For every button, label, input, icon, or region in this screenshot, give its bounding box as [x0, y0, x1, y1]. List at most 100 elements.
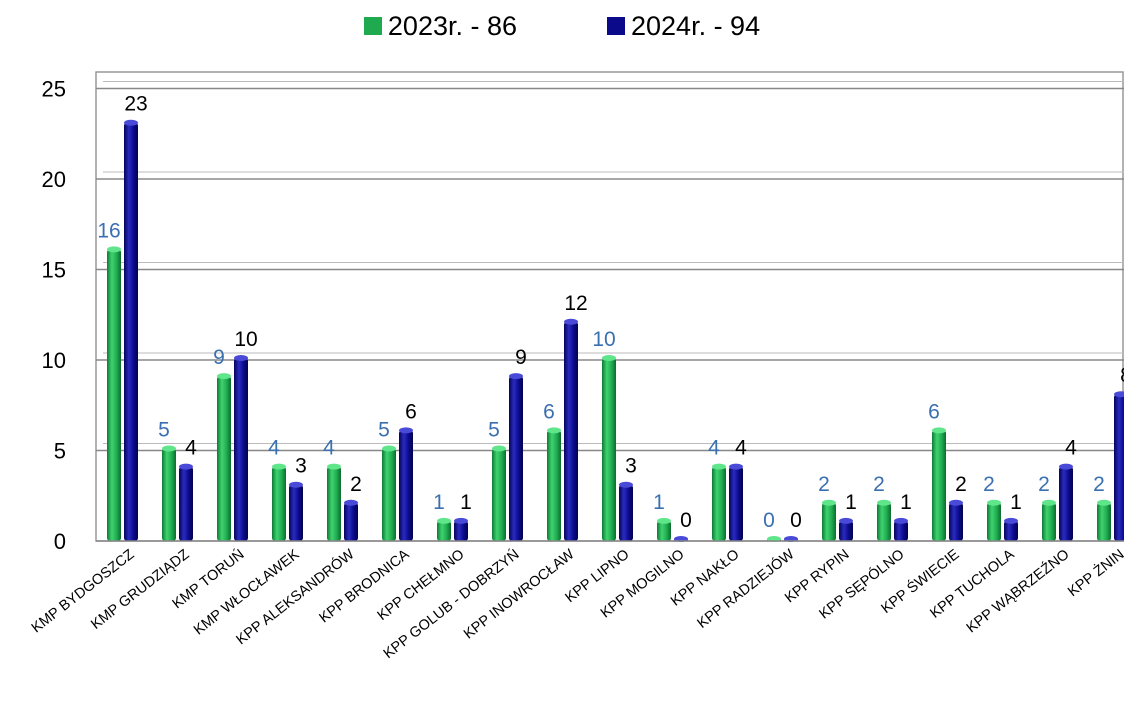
- bar: [949, 502, 963, 541]
- data-label: 6: [543, 400, 555, 423]
- x-tick-label: KMP BYDGOSZCZ: [29, 546, 138, 636]
- bar: [712, 466, 726, 541]
- data-label: 0: [763, 509, 775, 532]
- bar-cap: [894, 517, 908, 524]
- bar-cap: [547, 427, 561, 434]
- legend-item-2023: 2023r. - 86: [363, 11, 517, 42]
- data-label: 8: [1120, 364, 1124, 387]
- legend-swatch-2024: [607, 17, 625, 35]
- data-label: 10: [592, 328, 615, 351]
- data-label: 12: [564, 292, 587, 315]
- bar: [657, 520, 671, 541]
- bar-cap: [162, 445, 176, 452]
- data-label: 4: [268, 437, 280, 460]
- bar-cap: [1004, 517, 1018, 524]
- data-label: 0: [680, 509, 692, 532]
- legend: 2023r. - 86 2024r. - 94: [0, 8, 1124, 44]
- bar-cap: [327, 463, 341, 470]
- bar: [602, 358, 616, 541]
- bar: [1097, 502, 1111, 541]
- bar-cap: [564, 318, 578, 325]
- bar-cap: [272, 463, 286, 470]
- data-label: 3: [625, 455, 637, 478]
- data-label: 4: [735, 437, 747, 460]
- bar: [492, 448, 506, 541]
- bar: [894, 520, 908, 541]
- bar-cap: [1042, 499, 1056, 506]
- data-label: 4: [1065, 437, 1077, 460]
- data-label: 6: [405, 400, 417, 423]
- bar-cap: [217, 373, 231, 380]
- bar-cap: [932, 427, 946, 434]
- data-label: 2: [818, 473, 830, 496]
- bar-cap: [1059, 463, 1073, 470]
- data-label: 5: [158, 419, 170, 442]
- bar-cap: [839, 517, 853, 524]
- legend-item-2024: 2024r. - 94: [607, 11, 760, 42]
- bar-cap: [602, 355, 616, 361]
- bar: [289, 484, 303, 541]
- bar: [839, 520, 853, 541]
- bar: [932, 430, 946, 541]
- bar-cap: [822, 499, 836, 506]
- bar-cap: [949, 499, 963, 506]
- bar: [1059, 466, 1073, 541]
- bar: [179, 466, 193, 541]
- bar: [162, 448, 176, 541]
- data-label: 5: [488, 419, 500, 442]
- bar-cap: [399, 427, 413, 434]
- bar-cap: [509, 373, 523, 380]
- bar: [382, 448, 396, 541]
- data-label: 1: [460, 491, 472, 514]
- bar: [547, 430, 561, 541]
- data-label: 0: [790, 509, 802, 532]
- bar-cap: [619, 481, 633, 488]
- bar: [987, 502, 1001, 541]
- bar: [619, 484, 633, 541]
- y-tick-label: 25: [42, 77, 66, 102]
- bar-cap: [289, 481, 303, 488]
- bar-cap: [234, 355, 248, 361]
- data-label: 16: [97, 219, 120, 242]
- bar-cap: [107, 246, 121, 253]
- data-label: 4: [323, 437, 335, 460]
- bar: [454, 520, 468, 541]
- data-label: 9: [213, 346, 225, 369]
- bar-cap: [1097, 499, 1111, 506]
- bar-cap: [712, 463, 726, 470]
- data-label: 2: [955, 473, 967, 496]
- data-label: 2: [350, 473, 362, 496]
- bar: [234, 358, 248, 541]
- legend-label-2024: 2024r. - 94: [631, 10, 761, 41]
- bar-cap: [454, 517, 468, 524]
- data-label: 2: [873, 473, 885, 496]
- bar-cap: [877, 499, 891, 506]
- bar-cap: [437, 517, 451, 524]
- bar: [1004, 520, 1018, 541]
- data-label: 9: [515, 346, 527, 369]
- data-label: 6: [928, 400, 940, 423]
- legend-swatch-2023: [363, 17, 382, 35]
- x-tick-label: KPP RADZIEJÓW: [694, 546, 798, 632]
- data-label: 2: [1038, 473, 1050, 496]
- y-tick-label: 15: [42, 258, 66, 283]
- bar-cap: [729, 463, 743, 470]
- data-label: 1: [433, 491, 445, 514]
- data-label: 1: [653, 491, 665, 514]
- bar: [217, 376, 231, 541]
- data-label: 23: [124, 93, 147, 116]
- bar: [822, 502, 836, 541]
- bar: [272, 466, 286, 541]
- data-label: 1: [1010, 491, 1022, 514]
- y-tick-label: 10: [42, 348, 66, 373]
- bar: [327, 466, 341, 541]
- data-label: 4: [185, 437, 197, 460]
- bar-cap: [179, 463, 193, 470]
- bar: [399, 430, 413, 541]
- data-label: 4: [708, 437, 720, 460]
- bar: [729, 466, 743, 541]
- x-tick-label: KPP ŻNIN: [1064, 545, 1124, 600]
- bar: [509, 376, 523, 541]
- bar: [564, 321, 578, 541]
